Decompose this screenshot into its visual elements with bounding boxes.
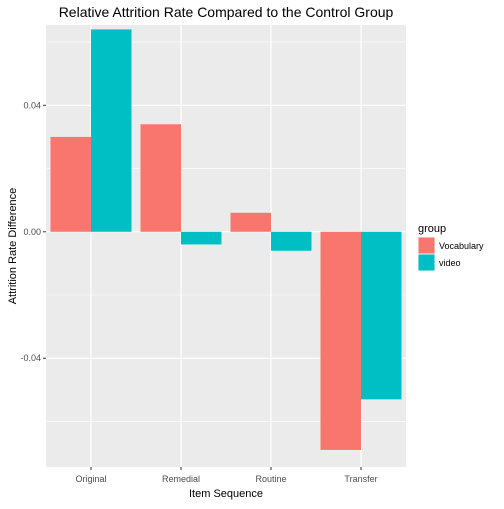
legend-label-video: video <box>439 258 461 268</box>
bar-video-routine <box>271 231 312 251</box>
x-tick-label: Routine <box>255 474 286 484</box>
bars <box>50 29 402 450</box>
legend-items: Vocabulary video <box>418 237 484 271</box>
bar-video-remedial <box>181 231 222 245</box>
legend: group Vocabulary video <box>418 223 484 271</box>
bar-vocabulary-original <box>50 136 91 232</box>
bar-vocabulary-routine <box>230 212 271 232</box>
legend-key-video <box>418 254 435 271</box>
bar-video-original <box>91 29 132 232</box>
axis-ticks: -0.04 0.00 0.04 Original Remedial Routine Tran… <box>20 100 377 484</box>
y-tick-label: 0.04 <box>23 100 41 110</box>
legend-title: group <box>418 223 446 235</box>
bar-video-transfer <box>361 231 402 400</box>
bar-vocabulary-transfer <box>320 231 361 450</box>
legend-key-vocabulary <box>418 237 435 254</box>
legend-label-vocabulary: Vocabulary <box>439 241 484 251</box>
y-tick-label: 0.00 <box>23 227 41 237</box>
bar-vocabulary-remedial <box>140 124 181 232</box>
y-tick-label: -0.04 <box>20 353 41 363</box>
y-axis-title: Attrition Rate Difference <box>7 188 19 305</box>
x-tick-label: Remedial <box>162 474 200 484</box>
x-axis-title: Item Sequence <box>189 488 263 500</box>
chart-title: Relative Attrition Rate Compared to the … <box>59 4 394 20</box>
x-tick-label: Original <box>75 474 106 484</box>
x-tick-label: Transfer <box>344 474 377 484</box>
